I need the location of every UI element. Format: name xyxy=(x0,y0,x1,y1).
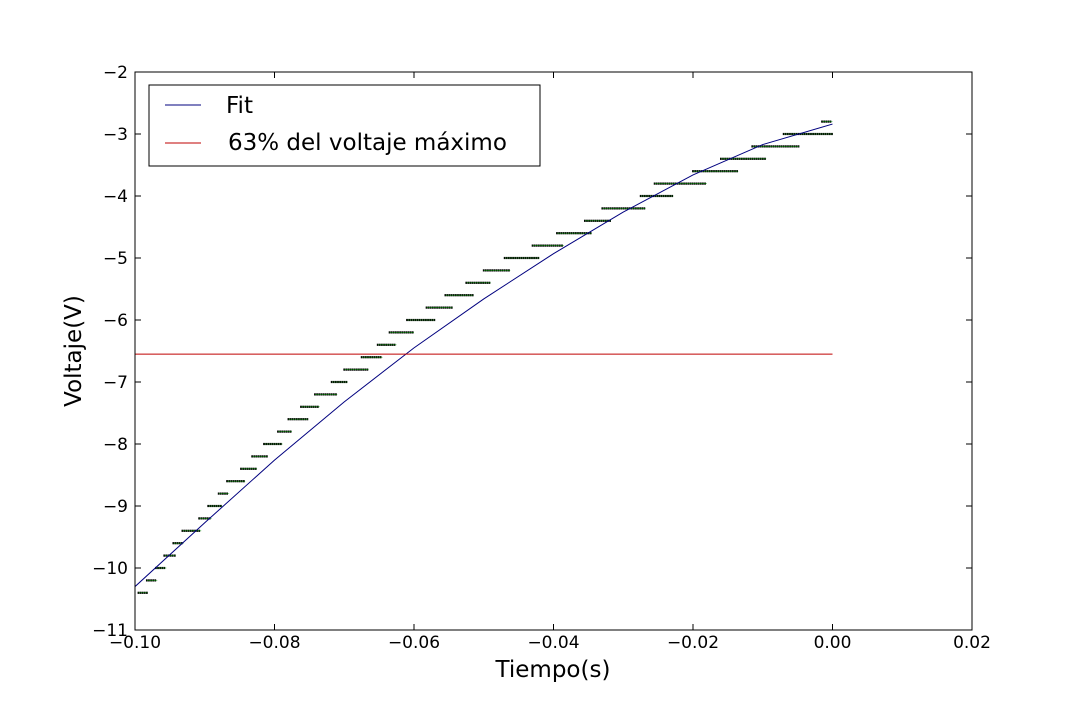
data-step-level xyxy=(145,579,158,582)
series-group xyxy=(135,120,833,594)
y-tick-label: −11 xyxy=(92,621,128,641)
x-tick-label: −0.06 xyxy=(388,633,440,653)
data-step-level xyxy=(240,467,258,470)
data-step-level xyxy=(531,244,564,247)
data-step-level xyxy=(300,405,320,408)
y-tick-label: −2 xyxy=(103,63,128,83)
data-point xyxy=(287,418,290,421)
data-step-level xyxy=(217,492,230,495)
x-tick-label: 0.02 xyxy=(953,633,991,653)
data-step-level xyxy=(482,269,511,272)
y-tick-label: −8 xyxy=(103,435,128,455)
data-point xyxy=(782,132,785,136)
y-tick-label: −10 xyxy=(92,559,128,579)
data-point xyxy=(240,467,242,470)
data-step-level xyxy=(181,529,202,532)
data-step-level xyxy=(388,331,414,334)
data-step-level xyxy=(503,256,540,260)
data-point xyxy=(376,343,379,346)
data-step-level xyxy=(263,442,283,446)
legend-label-fit: Fit xyxy=(226,93,253,119)
data-step-level xyxy=(343,368,369,371)
y-tick-label: −6 xyxy=(103,311,128,331)
data-step-level xyxy=(751,145,800,148)
y-tick-label: −3 xyxy=(103,125,128,145)
data-step-level xyxy=(821,120,833,123)
axes-layer: −0.10 −0.08 −0.06 −0.04 −0.02 0.00 0.02 −11 −10 −… xyxy=(92,63,991,653)
data-step-level xyxy=(287,418,309,421)
y-axis-label: Voltaje(V) xyxy=(61,295,87,407)
data-step-level xyxy=(226,480,246,483)
legend-label-63-percent: 63% del voltaje máximo xyxy=(228,130,507,156)
data-step-level xyxy=(583,219,611,222)
data-step-level xyxy=(314,393,338,396)
x-tick-label: −0.10 xyxy=(109,633,161,653)
legend-box xyxy=(148,84,541,167)
data-step-level xyxy=(277,430,292,433)
data-step-level xyxy=(601,207,646,210)
data-step-level xyxy=(406,318,436,322)
data-layer xyxy=(135,120,833,594)
x-tick-label: −0.08 xyxy=(248,633,300,653)
data-step-level xyxy=(444,294,474,297)
data-point xyxy=(465,281,468,284)
data-step-level xyxy=(465,281,491,284)
y-tick-label: −5 xyxy=(103,249,128,269)
data-step-level xyxy=(720,157,767,160)
x-tick-label: 0.00 xyxy=(814,633,852,653)
data-step-level xyxy=(556,232,592,235)
y-tick-label: −7 xyxy=(103,373,128,393)
y-tick-label: −4 xyxy=(103,187,128,207)
x-tick-label: −0.04 xyxy=(527,633,579,653)
data-step-level xyxy=(653,182,707,185)
x-tick-label: −0.02 xyxy=(667,633,719,653)
data-step-level xyxy=(360,356,383,359)
data-step-level xyxy=(425,306,453,309)
fit-line xyxy=(135,123,833,587)
data-step-level xyxy=(639,194,674,198)
data-step-level xyxy=(376,343,397,346)
y-tick-label: −9 xyxy=(103,497,128,517)
data-point xyxy=(172,542,175,545)
data-step-level xyxy=(137,591,148,594)
legend: Fit 63% del voltaje máximo xyxy=(148,84,541,167)
data-step-level xyxy=(330,380,348,384)
data-step-level xyxy=(207,504,223,508)
data-step-level xyxy=(251,455,268,458)
x-axis-label: Tiempo(s) xyxy=(495,657,611,683)
data-step-level xyxy=(782,132,833,136)
